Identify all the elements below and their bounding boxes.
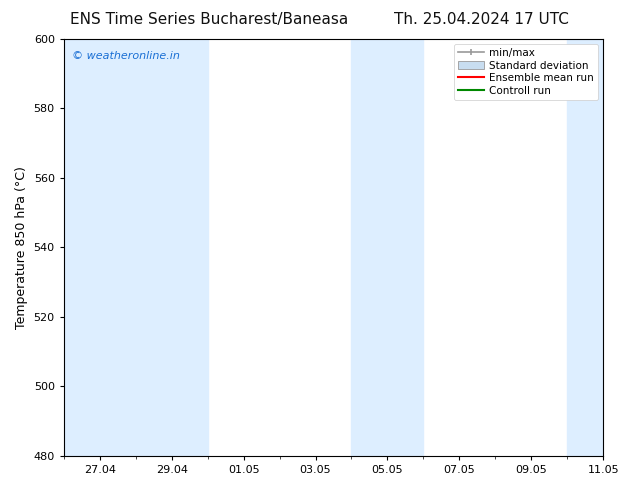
Bar (136, 39, 208, 456)
Bar (387, 39, 424, 456)
Legend: min/max, Standard deviation, Ensemble mean run, Controll run: min/max, Standard deviation, Ensemble me… (454, 44, 598, 100)
Text: Th. 25.04.2024 17 UTC: Th. 25.04.2024 17 UTC (394, 12, 569, 27)
Bar (351, 39, 387, 456)
Text: © weatheronline.in: © weatheronline.in (72, 51, 180, 61)
Bar (567, 39, 603, 456)
Text: ENS Time Series Bucharest/Baneasa: ENS Time Series Bucharest/Baneasa (70, 12, 348, 27)
Y-axis label: Temperature 850 hPa (°C): Temperature 850 hPa (°C) (15, 166, 28, 329)
Bar (64, 39, 136, 456)
